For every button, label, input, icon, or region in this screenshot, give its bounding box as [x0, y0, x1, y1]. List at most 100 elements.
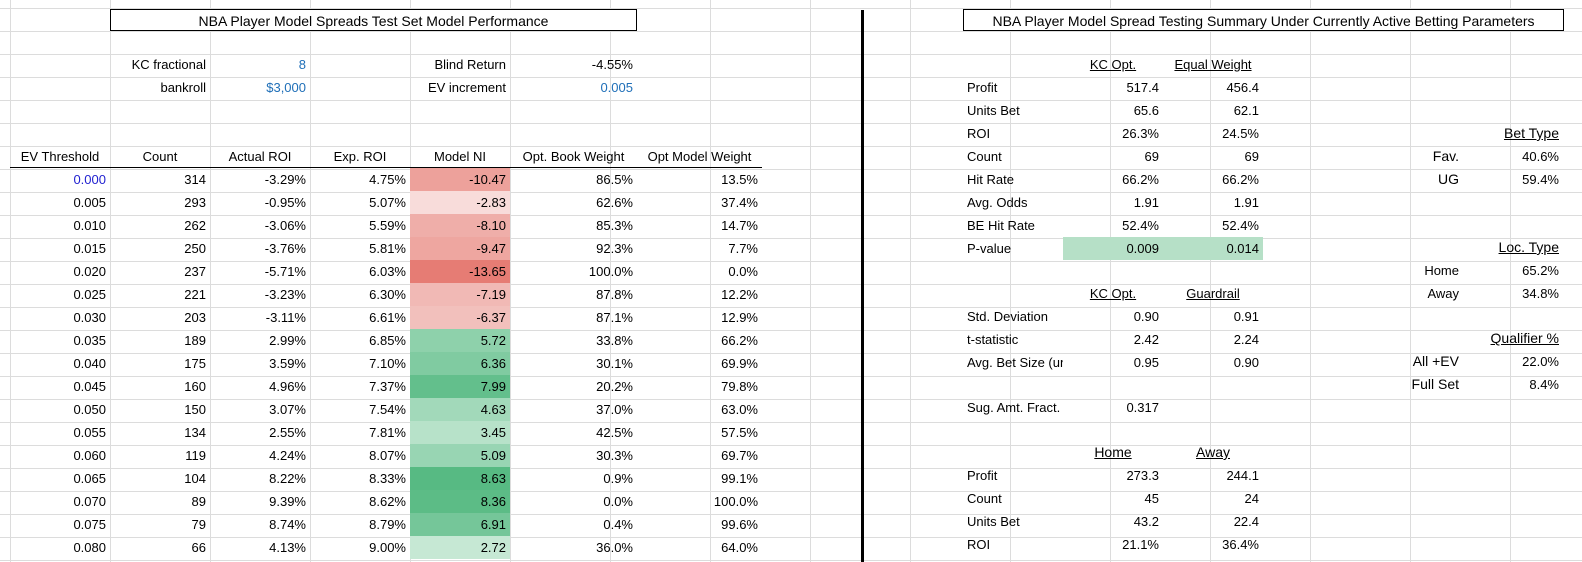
exp-roi-cell: 4.75% [369, 172, 406, 187]
summary-row-value-a: 69 [1144, 149, 1159, 164]
exp-roi-cell: 6.61% [369, 310, 406, 325]
ev-threshold-cell: 0.035 [73, 333, 106, 348]
count-cell: 237 [184, 264, 206, 279]
location-row-value-b: 22.4 [1233, 514, 1259, 529]
stats-row-value-b: 2.24 [1233, 332, 1259, 347]
summary-row-value-a: 65.6 [1133, 103, 1159, 118]
opt-model-weight-cell: 99.6% [721, 517, 758, 532]
opt-model-weight-cell: 14.7% [721, 218, 758, 233]
stats-row-label: Std. Deviation [967, 309, 1048, 324]
ev-threshold-cell: 0.060 [73, 448, 106, 463]
kc-fractional-value[interactable]: 8 [298, 57, 306, 72]
summary-row-label: Avg. Odds [967, 195, 1028, 210]
opt-model-weight-cell: 64.0% [721, 540, 758, 555]
location-row-label: ROI [967, 537, 991, 552]
model-ni-cell: -2.83 [410, 191, 510, 214]
actual-roi-cell: 8.22% [269, 471, 306, 486]
model-ni-cell: 3.45 [410, 421, 510, 444]
bet-type-fav-value: 40.6% [1522, 149, 1559, 164]
model-ni-cell: 6.91 [410, 513, 510, 536]
opt-model-weight-cell: 7.7% [728, 241, 758, 256]
summary-row-value-b: 66.2% [1222, 172, 1259, 187]
ev-threshold-cell: 0.050 [73, 402, 106, 417]
opt-book-weight-cell: 0.9% [603, 471, 633, 486]
model-ni-cell: 6.36 [410, 352, 510, 375]
bet-type-ug-value: 59.4% [1522, 172, 1559, 187]
stats-row-value-a: 2.42 [1133, 332, 1159, 347]
ev-threshold-cell: 0.000 [73, 172, 106, 187]
exp-roi-cell: 8.07% [369, 448, 406, 463]
ev-threshold-cell: 0.075 [73, 517, 106, 532]
exp-roi-cell: 7.81% [369, 425, 406, 440]
count-cell: 134 [184, 425, 206, 440]
count-cell: 66 [191, 540, 206, 555]
col-header-ev-threshold: EV Threshold [20, 149, 100, 164]
bankroll-value[interactable]: $3,000 [266, 80, 306, 95]
summary-row-value-b: 62.1 [1233, 103, 1259, 118]
model-ni-cell: 8.63 [410, 467, 510, 490]
model-ni-cell: 8.36 [410, 490, 510, 513]
header-underline [10, 167, 762, 168]
summary-row-label: Count [967, 149, 1002, 164]
count-cell: 189 [184, 333, 206, 348]
stats-header-guardrail: Guardrail [1186, 286, 1240, 301]
summary-row-value-a: 1.91 [1133, 195, 1159, 210]
summary-row-value-b: 69 [1244, 149, 1259, 164]
exp-roi-cell: 7.54% [369, 402, 406, 417]
location-row-value-b: 244.1 [1226, 468, 1259, 483]
actual-roi-cell: -3.29% [264, 172, 306, 187]
model-ni-cell: -8.10 [410, 214, 510, 237]
ev-threshold-cell: 0.005 [73, 195, 106, 210]
opt-book-weight-cell: 0.4% [603, 517, 633, 532]
ev-increment-value[interactable]: 0.005 [600, 80, 633, 95]
actual-roi-cell: 3.59% [269, 356, 306, 371]
ev-threshold-cell: 0.020 [73, 264, 106, 279]
opt-model-weight-cell: 69.7% [721, 448, 758, 463]
actual-roi-cell: 8.74% [269, 517, 306, 532]
summary-row-label: P-value [967, 241, 1012, 256]
count-cell: 160 [184, 379, 206, 394]
loc-type-home-label: Home [1424, 263, 1459, 278]
col-header-exp-roi: Exp. ROI [333, 149, 387, 164]
actual-roi-cell: 4.13% [269, 540, 306, 555]
summary-row-value-a: 0.009 [1063, 237, 1163, 260]
qualifier-all-ev-value: 22.0% [1522, 354, 1559, 369]
opt-book-weight-cell: 92.3% [596, 241, 633, 256]
summary-row-value-b: 52.4% [1222, 218, 1259, 233]
summary-row-value-a: 517.4 [1126, 80, 1159, 95]
model-ni-cell: -9.47 [410, 237, 510, 260]
stats-row-label: t-statistic [967, 332, 1019, 347]
ev-threshold-cell: 0.010 [73, 218, 106, 233]
exp-roi-cell: 7.10% [369, 356, 406, 371]
kc-fractional-label: KC fractional [131, 57, 206, 72]
bankroll-label: bankroll [160, 80, 206, 95]
sug-amt-value: 0.317 [1126, 400, 1159, 415]
blind-return-label: Blind Return [434, 57, 506, 72]
qualifier-full-set-value: 8.4% [1529, 377, 1559, 392]
opt-book-weight-cell: 87.1% [596, 310, 633, 325]
count-cell: 175 [184, 356, 206, 371]
opt-model-weight-cell: 79.8% [721, 379, 758, 394]
exp-roi-cell: 8.33% [369, 471, 406, 486]
exp-roi-cell: 8.62% [369, 494, 406, 509]
opt-model-weight-cell: 57.5% [721, 425, 758, 440]
count-cell: 314 [184, 172, 206, 187]
model-ni-cell: 5.72 [410, 329, 510, 352]
actual-roi-cell: -5.71% [264, 264, 306, 279]
actual-roi-cell: -0.95% [264, 195, 306, 210]
actual-roi-cell: 2.55% [269, 425, 306, 440]
exp-roi-cell: 7.37% [369, 379, 406, 394]
actual-roi-cell: 3.07% [269, 402, 306, 417]
opt-book-weight-cell: 30.3% [596, 448, 633, 463]
ev-threshold-cell: 0.030 [73, 310, 106, 325]
exp-roi-cell: 5.81% [369, 241, 406, 256]
actual-roi-cell: 4.96% [269, 379, 306, 394]
opt-book-weight-cell: 30.1% [596, 356, 633, 371]
opt-book-weight-cell: 100.0% [588, 264, 633, 279]
summary-row-label: ROI [967, 126, 991, 141]
opt-book-weight-cell: 85.3% [596, 218, 633, 233]
loc-type-away-label: Away [1427, 286, 1459, 301]
col-header-actual-roi: Actual ROI [228, 149, 292, 164]
exp-roi-cell: 6.85% [369, 333, 406, 348]
col-header-opt-model-weight: Opt Model Weight [647, 149, 752, 164]
